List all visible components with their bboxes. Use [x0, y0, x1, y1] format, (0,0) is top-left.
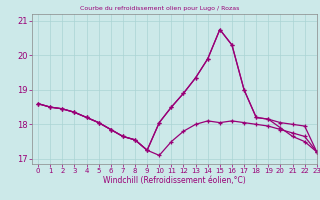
- Text: Courbe du refroidissement olien pour Lugo / Rozas: Courbe du refroidissement olien pour Lug…: [80, 6, 240, 11]
- X-axis label: Windchill (Refroidissement éolien,°C): Windchill (Refroidissement éolien,°C): [103, 176, 246, 185]
